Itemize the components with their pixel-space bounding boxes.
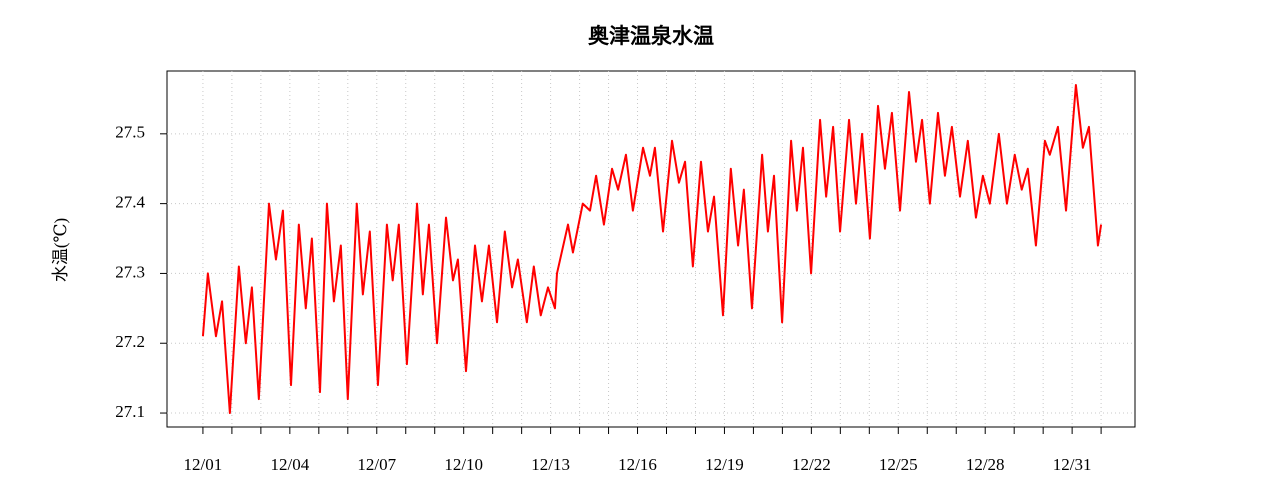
x-tick-label: 12/07 <box>357 455 396 474</box>
y-axis-label: 水温(℃) <box>51 218 70 282</box>
x-tick-label: 12/04 <box>270 455 309 474</box>
y-tick-label: 27.3 <box>115 262 145 281</box>
y-tick-label: 27.5 <box>115 123 145 142</box>
x-tick-label: 12/25 <box>879 455 918 474</box>
x-tick-label: 12/10 <box>444 455 483 474</box>
x-tick-label: 12/28 <box>966 455 1005 474</box>
data-line <box>201 83 1103 415</box>
y-tick-label: 27.4 <box>115 193 145 212</box>
x-tick-label: 12/01 <box>184 455 223 474</box>
plot-frame <box>166 70 1136 428</box>
x-tick-label: 12/31 <box>1053 455 1092 474</box>
y-tick-label: 27.2 <box>115 332 145 351</box>
x-tick-label: 12/22 <box>792 455 831 474</box>
x-tick-label: 12/19 <box>705 455 744 474</box>
x-tick-label: 12/13 <box>531 455 570 474</box>
chart-title: 奥津温泉水温 <box>588 24 714 48</box>
y-tick-label: 27.1 <box>115 402 145 421</box>
x-tick-label: 12/16 <box>618 455 657 474</box>
